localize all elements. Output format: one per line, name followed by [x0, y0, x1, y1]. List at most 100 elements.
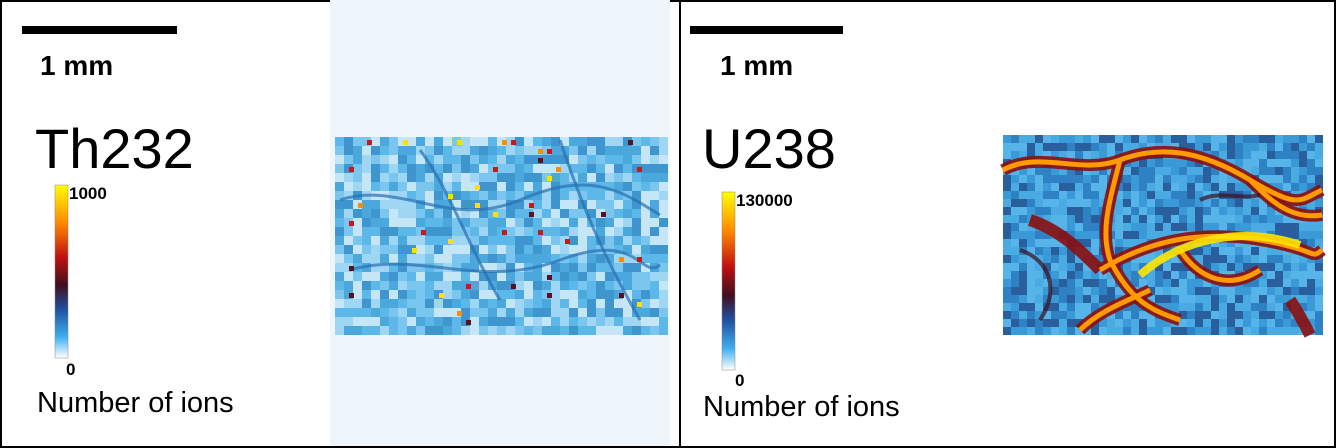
map-pixel: [425, 236, 434, 245]
map-pixel: [1131, 143, 1139, 151]
map-pixel: [1187, 143, 1195, 151]
map-pixel: [353, 209, 362, 218]
map-pixel: [1155, 183, 1163, 191]
map-pixel: [407, 272, 416, 281]
map-pixel: [1211, 183, 1219, 191]
map-pixel: [1075, 295, 1083, 303]
map-pixel: [1027, 239, 1035, 247]
map-pixel: [1243, 167, 1251, 175]
map-pixel: [551, 227, 560, 236]
map-pixel: [1251, 135, 1259, 143]
map-pixel: [1219, 287, 1227, 295]
map-pixel: [569, 155, 578, 164]
map-pixel: [650, 173, 659, 182]
map-pixel: [389, 254, 398, 263]
map-pixel: [1131, 279, 1139, 287]
ion-map: [335, 137, 668, 335]
map-pixel: [497, 254, 506, 263]
map-pixel: [470, 155, 479, 164]
map-pixel: [1027, 167, 1035, 175]
map-pixel: [1067, 191, 1075, 199]
map-pixel: [1163, 303, 1171, 311]
map-pixel: [1179, 271, 1187, 279]
map-pixel: [542, 245, 551, 254]
map-pixel: [1227, 183, 1235, 191]
map-pixel: [1195, 207, 1203, 215]
map-pixel: [506, 182, 515, 191]
map-pixel: [1219, 255, 1227, 263]
map-pixel: [578, 308, 587, 317]
map-pixel: [1251, 159, 1259, 167]
map-pixel: [1059, 175, 1067, 183]
map-pixel: [398, 182, 407, 191]
map-pixel: [389, 137, 398, 146]
map-pixel: [1179, 159, 1187, 167]
map-pixel: [596, 173, 605, 182]
map-vein: [418, 149, 502, 301]
map-pixel: [1147, 287, 1155, 295]
map-pixel: [1259, 311, 1267, 319]
map-pixel: [407, 299, 416, 308]
map-pixel: [1179, 263, 1187, 271]
map-pixel: [479, 191, 488, 200]
map-pixel: [650, 200, 659, 209]
map-pixel: [1243, 263, 1251, 271]
map-pixel: [1043, 239, 1051, 247]
map-pixel: [1019, 255, 1027, 263]
map-pixel: [1123, 215, 1131, 223]
map-pixel: [547, 275, 552, 280]
map-pixel: [1259, 159, 1267, 167]
map-pixel: [1259, 135, 1267, 143]
map-pixel: [1019, 207, 1027, 215]
map-pixel: [344, 209, 353, 218]
map-pixel: [637, 167, 642, 172]
map-pixel: [605, 209, 614, 218]
map-pixel: [524, 173, 533, 182]
map-pixel: [1203, 223, 1211, 231]
map-pixel: [1091, 247, 1099, 255]
map-pixel: [479, 173, 488, 182]
map-pixel: [479, 227, 488, 236]
map-pixel: [1307, 303, 1315, 311]
map-pixel: [1019, 279, 1027, 287]
map-pixel: [565, 239, 570, 244]
map-pixel: [533, 200, 542, 209]
map-pixel: [1059, 311, 1067, 319]
map-pixel: [1211, 239, 1219, 247]
map-pixel: [569, 308, 578, 317]
map-pixel: [353, 281, 362, 290]
map-pixel: [398, 164, 407, 173]
map-pixel: [1155, 223, 1163, 231]
map-pixel: [542, 200, 551, 209]
map-pixel: [1187, 311, 1195, 319]
map-pixel: [632, 155, 641, 164]
map-pixel: [538, 158, 543, 163]
map-pixel: [1155, 191, 1163, 199]
map-pixel: [380, 236, 389, 245]
map-pixel: [569, 263, 578, 272]
map-pixel: [623, 308, 632, 317]
map-pixel: [1003, 183, 1011, 191]
map-pixel: [1227, 239, 1235, 247]
map-pixel: [1003, 207, 1011, 215]
map-pixel: [551, 209, 560, 218]
map-pixel: [1067, 247, 1075, 255]
map-pixel: [1299, 271, 1307, 279]
map-pixel: [1195, 287, 1203, 295]
map-pixel: [335, 254, 344, 263]
map-pixel: [1275, 319, 1283, 327]
map-pixel: [416, 326, 425, 335]
map-pixel: [1027, 319, 1035, 327]
map-pixel: [1019, 223, 1027, 231]
map-pixel: [1179, 175, 1187, 183]
map-pixel: [1267, 255, 1275, 263]
map-pixel: [335, 146, 344, 155]
map-pixel: [1163, 231, 1171, 239]
map-pixel: [389, 317, 398, 326]
map-pixel: [1171, 287, 1179, 295]
map-pixel: [335, 173, 344, 182]
map-pixel: [407, 191, 416, 200]
map-pixel: [1147, 159, 1155, 167]
map-pixel: [1243, 319, 1251, 327]
map-pixel: [1283, 175, 1291, 183]
